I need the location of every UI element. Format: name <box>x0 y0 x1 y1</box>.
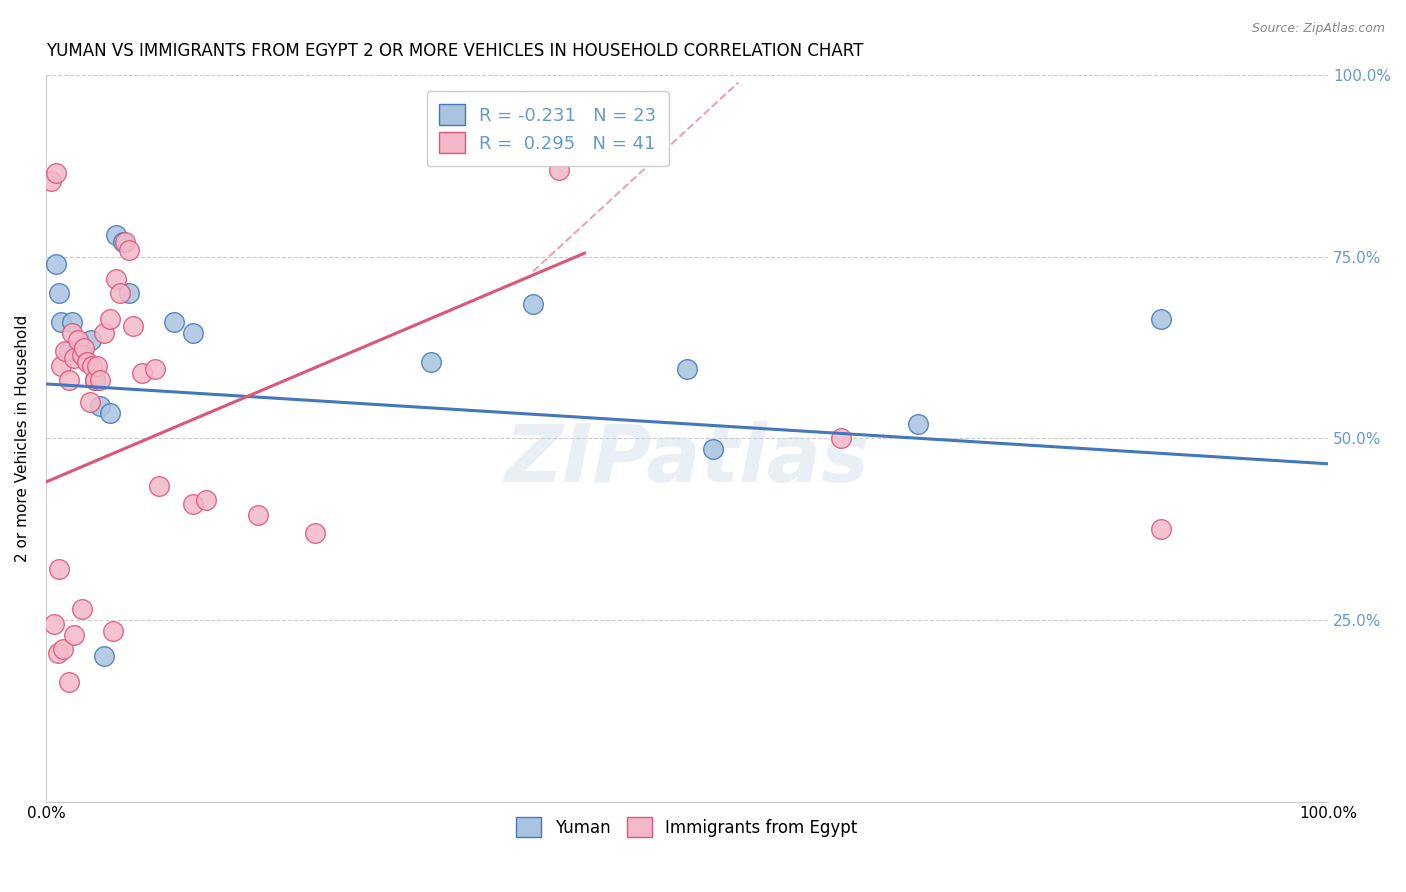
Point <box>98 311 121 326</box>
Point <box>63 627 86 641</box>
Point <box>45 166 67 180</box>
Point <box>53 344 76 359</box>
Point <box>93 326 115 340</box>
Point <box>118 243 141 257</box>
Point <box>93 649 115 664</box>
Text: YUMAN VS IMMIGRANTS FROM EGYPT 2 OR MORE VEHICLES IN HOUSEHOLD CORRELATION CHART: YUMAN VS IMMIGRANTS FROM EGYPT 2 OR MORE… <box>46 42 863 60</box>
Point <box>82 359 104 373</box>
Point <box>522 297 544 311</box>
Text: ZIPatlas: ZIPatlas <box>505 421 869 500</box>
Point <box>163 315 186 329</box>
Point <box>148 478 170 492</box>
Point <box>122 318 145 333</box>
Point <box>79 395 101 409</box>
Legend: Yuman, Immigrants from Egypt: Yuman, Immigrants from Egypt <box>510 811 865 844</box>
Point <box>51 359 73 373</box>
Point <box>195 493 218 508</box>
Point <box>111 235 134 250</box>
Point <box>105 227 128 242</box>
Point <box>73 341 96 355</box>
Point <box>45 257 67 271</box>
Point <box>39 173 62 187</box>
Point <box>60 326 83 340</box>
Point <box>70 348 93 362</box>
Point <box>676 362 699 376</box>
Point <box>42 616 65 631</box>
Point <box>70 344 93 359</box>
Point <box>547 162 569 177</box>
Point <box>58 344 80 359</box>
Point <box>70 602 93 616</box>
Point <box>86 359 108 373</box>
Point <box>246 508 269 522</box>
Point <box>83 373 105 387</box>
Text: Source: ZipAtlas.com: Source: ZipAtlas.com <box>1251 22 1385 36</box>
Point <box>118 286 141 301</box>
Point <box>48 562 70 576</box>
Point <box>105 271 128 285</box>
Point <box>76 355 98 369</box>
Point <box>702 442 724 457</box>
Point <box>52 642 75 657</box>
Point <box>89 373 111 387</box>
Point <box>131 366 153 380</box>
Point <box>48 286 70 301</box>
Point <box>183 326 205 340</box>
Point <box>419 355 441 369</box>
Point <box>907 417 929 431</box>
Point <box>183 497 205 511</box>
Point <box>58 674 80 689</box>
Point <box>80 334 103 348</box>
Point <box>66 334 89 348</box>
Point <box>46 646 69 660</box>
Y-axis label: 2 or more Vehicles in Household: 2 or more Vehicles in Household <box>15 315 30 562</box>
Point <box>1150 311 1173 326</box>
Point <box>58 373 80 387</box>
Point <box>830 431 852 445</box>
Point <box>83 373 105 387</box>
Point <box>101 624 124 638</box>
Point <box>51 315 73 329</box>
Point <box>63 351 86 366</box>
Point <box>1150 522 1173 536</box>
Point <box>60 315 83 329</box>
Point <box>304 525 326 540</box>
Point <box>110 286 132 301</box>
Point <box>114 235 136 250</box>
Point <box>89 399 111 413</box>
Point <box>66 344 89 359</box>
Point <box>98 406 121 420</box>
Point <box>143 362 166 376</box>
